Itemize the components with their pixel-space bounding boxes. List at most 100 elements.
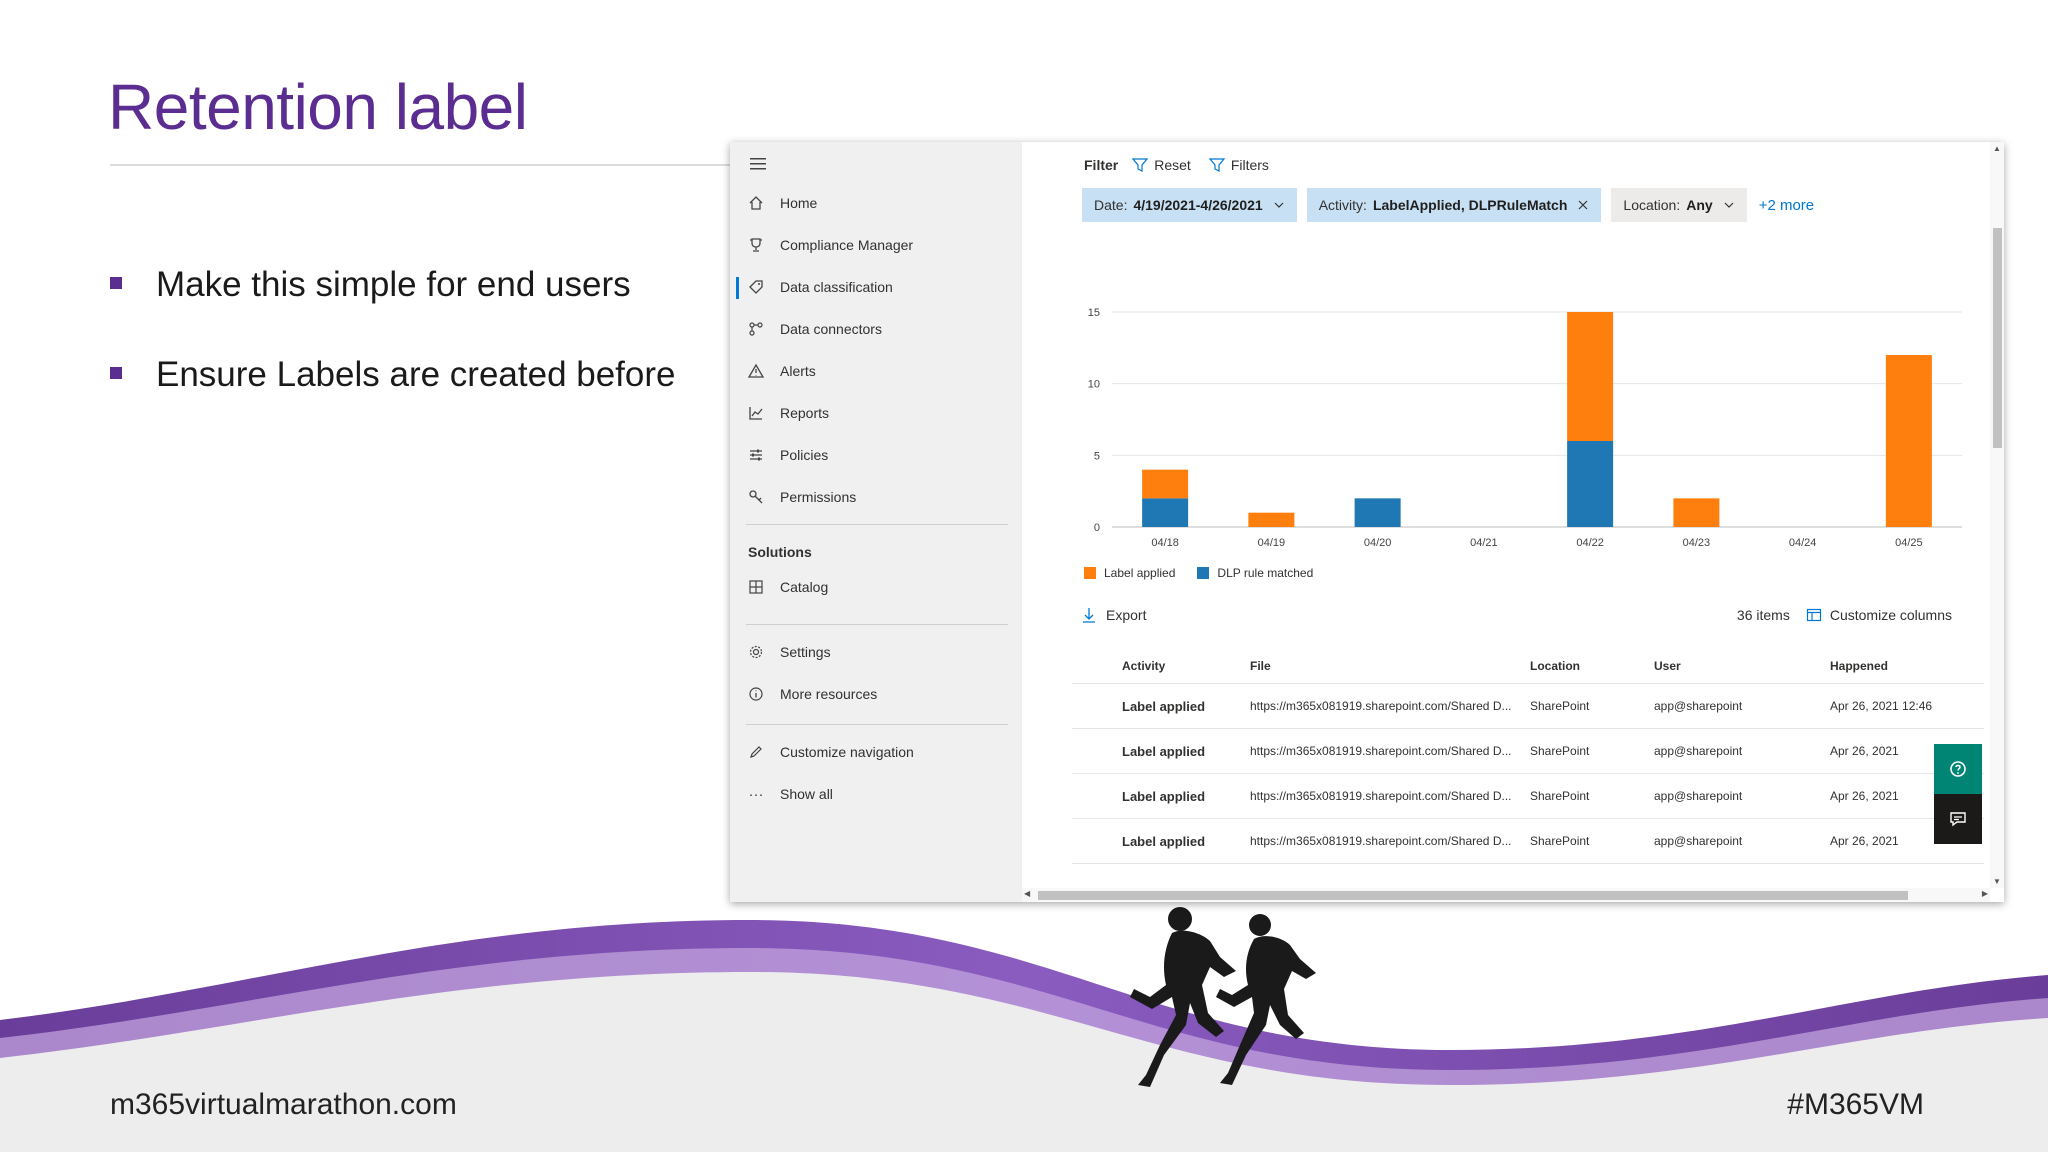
- cell-user: app@sharepoint: [1654, 744, 1743, 758]
- nav-item-policies[interactable]: Policies: [730, 435, 1022, 475]
- cell-happened: Apr 26, 2021 12:46: [1830, 699, 1933, 713]
- nav-item-data-connectors[interactable]: Data connectors: [730, 309, 1022, 349]
- download-icon: [1083, 608, 1095, 623]
- bar-segment[interactable]: [1248, 512, 1295, 527]
- chart-icon: [746, 403, 766, 423]
- column-header-user[interactable]: User: [1654, 658, 1681, 673]
- cell-user: app@sharepoint: [1654, 699, 1743, 713]
- more-filters-link[interactable]: +2 more: [1758, 196, 1815, 214]
- scroll-down-icon[interactable]: ▼: [1993, 877, 2001, 886]
- pencil-icon: [746, 742, 766, 762]
- nav-item-reports[interactable]: Reports: [730, 393, 1022, 433]
- y-tick-label: 0: [1094, 522, 1100, 534]
- nav-item-settings[interactable]: Settings: [730, 632, 1022, 672]
- scroll-right-icon[interactable]: ▶: [1981, 889, 1988, 898]
- pill-key: Location:: [1623, 197, 1681, 213]
- bullet-square-icon: [110, 277, 122, 289]
- cell-user: app@sharepoint: [1654, 834, 1743, 848]
- cell-happened: Apr 26, 2021: [1830, 789, 1899, 803]
- bullet-text: Make this simple for end users: [156, 265, 631, 304]
- filter-bar: Filter Reset Filters: [1084, 152, 1287, 178]
- nav-item-show-all[interactable]: ··· Show all: [730, 774, 1022, 814]
- bar-segment[interactable]: [1673, 498, 1720, 527]
- activity-table: Activity File Location User Happened Lab…: [1072, 648, 1984, 864]
- table-row[interactable]: Label applied https://m365x081919.sharep…: [1072, 774, 1984, 819]
- nav-divider: [746, 524, 1008, 525]
- close-icon[interactable]: [1577, 199, 1589, 211]
- nav-item-label: Compliance Manager: [780, 237, 914, 253]
- cell-location: SharePoint: [1530, 789, 1590, 803]
- cell-user: app@sharepoint: [1654, 789, 1743, 803]
- filter-icon: [1208, 158, 1225, 172]
- nav-item-label: Home: [780, 195, 818, 211]
- filters-button[interactable]: Filters: [1208, 157, 1269, 173]
- list-command-bar: Export 36 items Customize columns: [1082, 600, 1952, 630]
- legend-item[interactable]: Label applied: [1084, 566, 1175, 580]
- feedback-button[interactable]: [1934, 794, 1982, 844]
- column-header-activity[interactable]: Activity: [1122, 658, 1166, 673]
- nav-item-permissions[interactable]: Permissions: [730, 477, 1022, 517]
- y-tick-label: 15: [1088, 307, 1100, 319]
- cell-activity: Label applied: [1122, 788, 1206, 804]
- bullet-list: Make this simple for end users Ensure La…: [110, 240, 676, 420]
- column-header-location[interactable]: Location: [1530, 658, 1580, 673]
- nav-item-compliance-manager[interactable]: Compliance Manager: [730, 225, 1022, 265]
- x-tick-label: 04/25: [1895, 537, 1923, 549]
- nav-item-label: Data classification: [780, 279, 893, 295]
- nav-item-label: Alerts: [780, 363, 816, 379]
- scroll-up-icon[interactable]: ▲: [1993, 144, 2001, 153]
- reset-button[interactable]: Reset: [1132, 157, 1191, 173]
- cell-activity: Label applied: [1122, 833, 1206, 849]
- nav-item-catalog[interactable]: Catalog: [730, 567, 1022, 607]
- footer-website: m365virtualmarathon.com: [110, 1088, 457, 1121]
- legend-swatch: [1084, 567, 1096, 579]
- column-header-happened[interactable]: Happened: [1830, 658, 1889, 673]
- column-header-file[interactable]: File: [1250, 658, 1271, 673]
- nav-item-data-classification[interactable]: Data classification: [730, 267, 1022, 307]
- scroll-left-icon[interactable]: ◀: [1024, 889, 1031, 898]
- cell-file: https://m365x081919.sharepoint.com/Share…: [1250, 699, 1512, 713]
- cell-happened: Apr 26, 2021: [1830, 834, 1899, 848]
- bar-segment[interactable]: [1885, 355, 1932, 527]
- date-filter-pill[interactable]: Date: 4/19/2021-4/26/2021: [1082, 188, 1297, 222]
- table-row[interactable]: Label applied https://m365x081919.sharep…: [1072, 729, 1984, 774]
- columns-icon: [1806, 608, 1821, 622]
- vertical-scrollbar[interactable]: ▲ ▼: [1990, 142, 2004, 888]
- filter-pills: Date: 4/19/2021-4/26/2021 Activity: Labe…: [1082, 188, 1814, 222]
- hamburger-icon[interactable]: [748, 154, 768, 174]
- horizontal-scrollbar[interactable]: ◀ ▶: [1022, 888, 1990, 902]
- pill-key: Activity:: [1318, 197, 1367, 213]
- bar-segment[interactable]: [1142, 469, 1189, 499]
- sliders-icon: [746, 445, 766, 465]
- scrollbar-thumb[interactable]: [1038, 891, 1908, 900]
- bar-segment[interactable]: [1142, 498, 1189, 527]
- chevron-down-icon: [1724, 202, 1734, 208]
- main-content: Filter Reset Filters Date: 4/19/2021-4/2…: [1022, 142, 2004, 902]
- key-icon: [746, 487, 766, 507]
- nav-item-more-resources[interactable]: More resources: [730, 674, 1022, 714]
- nav-item-label: Settings: [780, 644, 831, 660]
- bar-segment[interactable]: [1567, 312, 1614, 441]
- filters-label: Filters: [1230, 157, 1269, 173]
- cell-file: https://m365x081919.sharepoint.com/Share…: [1250, 744, 1512, 758]
- legend-item[interactable]: DLP rule matched: [1197, 566, 1313, 580]
- export-button[interactable]: Export: [1082, 607, 1146, 623]
- scrollbar-thumb[interactable]: [1993, 228, 2002, 448]
- customize-columns-label: Customize columns: [1829, 607, 1952, 623]
- legend-label: Label applied: [1104, 566, 1176, 580]
- nav-item-home[interactable]: Home: [730, 183, 1022, 223]
- customize-columns-button[interactable]: Customize columns: [1806, 607, 1952, 623]
- nav-item-customize-navigation[interactable]: Customize navigation: [730, 732, 1022, 772]
- table-row[interactable]: Label applied https://m365x081919.sharep…: [1072, 684, 1984, 729]
- bullet-square-icon: [110, 367, 122, 379]
- bar-segment[interactable]: [1567, 441, 1614, 527]
- nav-item-alerts[interactable]: Alerts: [730, 351, 1022, 391]
- help-button[interactable]: [1934, 744, 1982, 794]
- compliance-center-screenshot: Home Compliance Manager Data classificat…: [730, 142, 2004, 902]
- activity-filter-pill[interactable]: Activity: LabelApplied, DLPRuleMatch: [1306, 188, 1602, 222]
- left-nav: Home Compliance Manager Data classificat…: [730, 142, 1022, 902]
- cell-file: https://m365x081919.sharepoint.com/Share…: [1250, 834, 1512, 848]
- location-filter-pill[interactable]: Location: Any: [1611, 188, 1747, 222]
- table-row[interactable]: Label applied https://m365x081919.sharep…: [1072, 819, 1984, 864]
- bar-segment[interactable]: [1354, 498, 1401, 527]
